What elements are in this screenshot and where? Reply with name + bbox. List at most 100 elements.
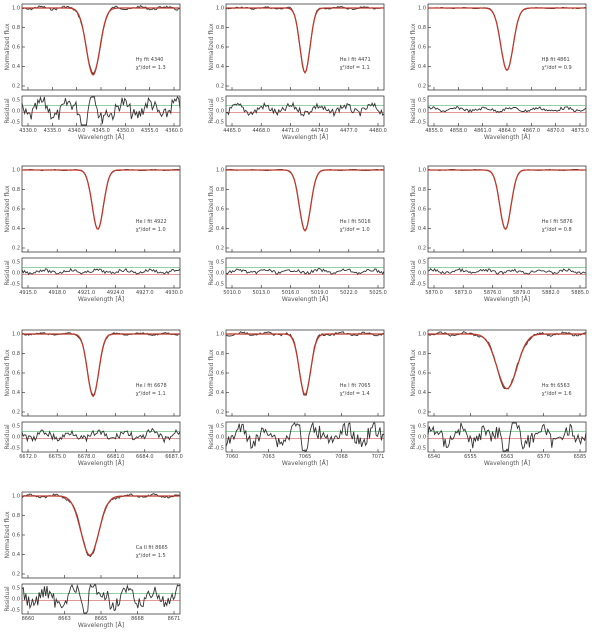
xtick-label: 4360.0 xyxy=(165,128,183,134)
flux-ytick-label: 0.8 xyxy=(216,25,224,31)
fit-annotation: χ²/dof = 1.0 xyxy=(136,227,166,233)
residual-ytick-label: 0.0 xyxy=(12,109,20,115)
flux-ytick-label: 0.8 xyxy=(216,351,224,357)
xlabel: Wavelength [Å] xyxy=(484,296,530,303)
residual-ytick-label: 0.0 xyxy=(418,109,426,115)
xtick-label: 5025.0 xyxy=(369,290,387,296)
flux-axes-frame xyxy=(225,329,385,417)
residual-ytick-label: -0.5 xyxy=(416,446,426,452)
xtick-label: 6570 xyxy=(537,454,550,460)
residual-ytick-label: 0.5 xyxy=(216,260,224,266)
xtick-label: 4870.0 xyxy=(547,128,565,134)
fit-annotation: He I fit 5876 xyxy=(542,219,573,225)
residual-ytick-label: -0.5 xyxy=(10,120,20,126)
xtick-label: 6585 xyxy=(574,454,587,460)
residual-ylabel: Residual xyxy=(410,424,417,450)
panel-6: 1.0 0.8 0.6 0.4 0.2 Normalized flux He I fit 5… xyxy=(410,165,589,303)
panel-2: 1.0 0.8 0.6 0.4 0.2 Normalized flux He I fit 4… xyxy=(208,3,387,141)
xtick-label: 8660 xyxy=(22,616,35,622)
flux-ytick-label: 0.2 xyxy=(12,246,20,252)
residual-ytick-label: 0.0 xyxy=(418,435,426,441)
residual-ylabel: Residual xyxy=(4,586,11,612)
model-fit-line xyxy=(22,333,180,398)
xtick-label: 4855.0 xyxy=(425,128,443,134)
xtick-label: 4873.0 xyxy=(571,128,589,134)
fit-annotation: He I fit 5016 xyxy=(340,219,371,225)
residual-axes-frame xyxy=(225,257,385,289)
flux-ytick-label: 0.4 xyxy=(418,64,426,70)
xtick-label: 4471.0 xyxy=(282,128,300,134)
flux-ytick-label: 0.8 xyxy=(418,351,426,357)
fit-annotation: Hα fit 6563 xyxy=(542,383,570,389)
xtick-label: 6687.0 xyxy=(165,454,183,460)
fit-annotation: χ²/dof = 1.4 xyxy=(340,391,370,397)
xtick-label: 4864.0 xyxy=(498,128,516,134)
flux-ytick-label: 1.0 xyxy=(12,332,20,338)
flux-ytick-label: 0.6 xyxy=(418,207,426,213)
observed-spectrum-line xyxy=(427,331,587,390)
xtick-label: 4330.0 xyxy=(19,128,37,134)
residual-axes-frame xyxy=(427,421,587,453)
flux-ytick-label: 0.4 xyxy=(12,390,20,396)
xtick-label: 5885.0 xyxy=(571,290,589,296)
xtick-label: 4921.0 xyxy=(78,290,96,296)
panel-9: 1.0 0.8 0.6 0.4 0.2 Normalized flux Hα fit 656… xyxy=(410,329,587,467)
residual-ytick-label: 0.0 xyxy=(216,109,224,115)
flux-ytick-label: 0.2 xyxy=(216,410,224,416)
flux-ytick-label: 0.6 xyxy=(418,45,426,51)
flux-ytick-label: 0.8 xyxy=(216,187,224,193)
flux-ytick-label: 0.2 xyxy=(418,410,426,416)
xtick-label: 4474.0 xyxy=(311,128,329,134)
residual-axes-frame xyxy=(21,583,181,615)
residual-ytick-label: 0.5 xyxy=(12,98,20,104)
panel-1: 1.0 0.8 0.6 0.4 0.2 Normalized flux Hγ fit 434… xyxy=(4,3,183,141)
fit-annotation: Hβ fit 4861 xyxy=(542,57,570,63)
residual-ytick-label: -0.5 xyxy=(416,120,426,126)
xtick-label: 8671 xyxy=(168,616,181,622)
residual-ylabel: Residual xyxy=(410,260,417,286)
fit-annotation: χ²/dof = 1.5 xyxy=(136,553,166,559)
residual-ytick-label: -0.5 xyxy=(10,608,20,614)
xtick-label: 4924.0 xyxy=(107,290,125,296)
residual-ytick-label: -0.5 xyxy=(10,282,20,288)
residual-ytick-label: -0.5 xyxy=(214,446,224,452)
flux-axes-frame xyxy=(21,329,181,417)
residual-ylabel: Residual xyxy=(4,424,11,450)
panel-3: 1.0 0.8 0.6 0.4 0.2 Normalized flux Hβ fit 486… xyxy=(410,3,589,141)
xtick-label: 4861.0 xyxy=(474,128,492,134)
residual-ytick-label: 0.0 xyxy=(12,435,20,441)
fit-annotation: χ²/dof = 1.1 xyxy=(340,65,370,71)
xtick-label: 4867.0 xyxy=(523,128,541,134)
flux-ytick-label: 0.4 xyxy=(216,390,224,396)
model-fit-line xyxy=(22,495,180,556)
flux-ytick-label: 0.4 xyxy=(12,552,20,558)
xtick-label: 8668 xyxy=(131,616,144,622)
residual-line xyxy=(21,583,181,614)
xtick-label: 7068 xyxy=(335,454,348,460)
xtick-label: 5876.0 xyxy=(484,290,502,296)
xtick-label: 4345.0 xyxy=(92,128,110,134)
residual-ytick-label: 0.0 xyxy=(216,271,224,277)
residual-ytick-label: 0.5 xyxy=(418,260,426,266)
flux-ytick-label: 1.0 xyxy=(418,168,426,174)
flux-ytick-label: 0.6 xyxy=(12,45,20,51)
xtick-label: 6563 xyxy=(501,454,514,460)
fit-annotation: Ca II fit 8665 xyxy=(136,545,168,551)
flux-ylabel: Normalized flux xyxy=(4,349,11,397)
xtick-label: 6555 xyxy=(464,454,477,460)
xtick-label: 5882.0 xyxy=(542,290,560,296)
xlabel: Wavelength [Å] xyxy=(282,460,328,467)
xtick-label: 8663 xyxy=(58,616,71,622)
flux-ytick-label: 1.0 xyxy=(12,494,20,500)
flux-axes-frame xyxy=(21,491,181,579)
flux-ytick-label: 0.2 xyxy=(418,246,426,252)
flux-ytick-label: 0.2 xyxy=(12,410,20,416)
flux-ytick-label: 0.6 xyxy=(12,533,20,539)
residual-ylabel: Residual xyxy=(4,260,11,286)
flux-ytick-label: 0.4 xyxy=(12,64,20,70)
xlabel: Wavelength [Å] xyxy=(78,460,124,467)
residual-axes-frame xyxy=(225,95,385,127)
residual-line xyxy=(427,422,587,453)
xtick-label: 5022.0 xyxy=(340,290,358,296)
